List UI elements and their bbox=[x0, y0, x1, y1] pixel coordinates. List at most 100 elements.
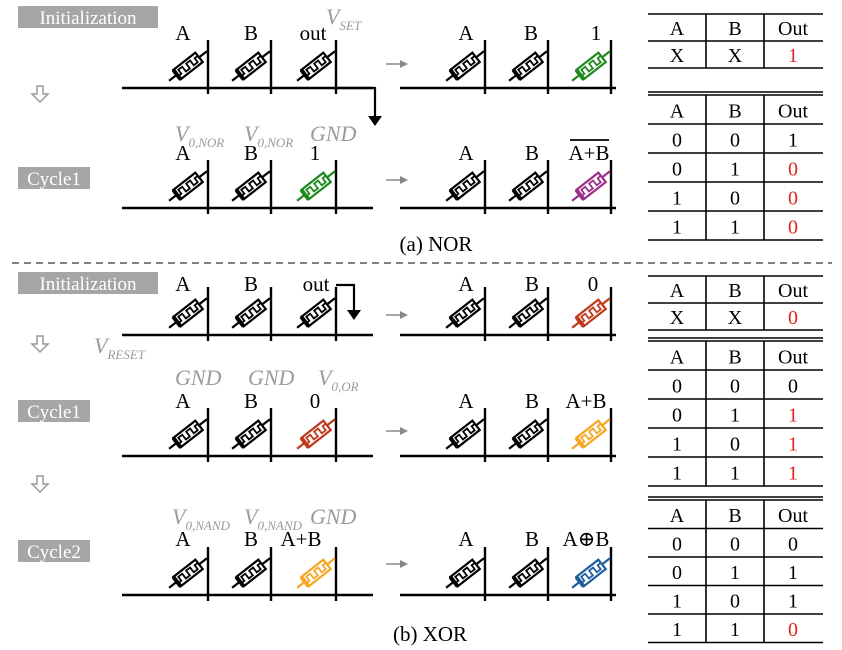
table-cell: 0 bbox=[730, 129, 740, 151]
reset-voltage-arrow bbox=[336, 283, 361, 320]
voltage-v0-or: V0,OR bbox=[318, 365, 359, 394]
memristor-icon bbox=[231, 170, 271, 202]
table-cell: 1 bbox=[672, 187, 682, 209]
nor-init-label-0: A bbox=[175, 21, 191, 45]
memristor-icon bbox=[571, 297, 611, 329]
table-cell: 0 bbox=[788, 307, 798, 329]
table-cell: 0 bbox=[672, 129, 682, 151]
voltage-gnd: GND bbox=[310, 504, 357, 529]
truth-tables: A B Out X X 1 A B Out 0 0 1 0 1 0 1 0 0 1 1 0 A B Out X X 0 A B Out 0 0… bbox=[648, 13, 823, 644]
xor-cycle1-label-1: B bbox=[244, 389, 258, 413]
table-cell: 0 bbox=[788, 158, 798, 180]
crossbar bbox=[400, 40, 616, 94]
table-xor-or: A B Out 0 0 0 0 1 1 1 0 1 1 1 1 bbox=[648, 337, 823, 487]
crossbar bbox=[400, 160, 616, 214]
table-cell: 1 bbox=[788, 433, 798, 455]
nor-cycle1-label-2: 1 bbox=[310, 141, 321, 165]
memristor-icon bbox=[571, 170, 611, 202]
memristor-icon bbox=[168, 50, 208, 82]
table-xor-truth: A B Out 0 0 0 0 1 1 1 0 1 1 1 0 bbox=[648, 496, 823, 644]
step-cycle1-xor: Cycle1 bbox=[18, 400, 90, 423]
memristor-icon bbox=[508, 50, 548, 82]
nor-init-label-1: B bbox=[244, 21, 258, 45]
step-cycle1-nor-text: Cycle1 bbox=[27, 169, 81, 190]
table-cell: 1 bbox=[730, 216, 740, 238]
table-header: Out bbox=[778, 346, 808, 368]
xor-cycle1-label-0: A bbox=[175, 389, 191, 413]
voltage-vset: VSET bbox=[326, 4, 362, 33]
table-cell: 0 bbox=[672, 375, 682, 397]
table-cell: 0 bbox=[788, 375, 798, 397]
nor-init-result-1: B bbox=[524, 21, 538, 45]
memristor-icon bbox=[445, 170, 485, 202]
table-cell: 1 bbox=[788, 45, 798, 67]
memristor-icon bbox=[296, 50, 336, 82]
crossbar bbox=[400, 547, 616, 601]
xor-cycle2-result-2: A⊕B bbox=[563, 527, 610, 551]
memristor-icon bbox=[445, 50, 485, 82]
table-cell: X bbox=[728, 307, 743, 329]
crossbar bbox=[122, 287, 373, 341]
down-arrow-icon bbox=[30, 85, 50, 104]
nor-result-a-plus-b-bar: A+B bbox=[568, 141, 609, 165]
step-cycle2-xor-text: Cycle2 bbox=[27, 542, 81, 563]
step-initialization-nor-text: Initialization bbox=[39, 8, 137, 29]
memristor-icon bbox=[296, 418, 336, 450]
memristor-icon bbox=[168, 170, 208, 202]
memristor-icon bbox=[445, 418, 485, 450]
nor-init-result-0: A bbox=[458, 21, 474, 45]
memristor-icon bbox=[168, 297, 208, 329]
crossbar bbox=[400, 287, 616, 341]
table-cell: 1 bbox=[788, 562, 798, 584]
table-cell: 0 bbox=[672, 533, 682, 555]
step-initialization-xor: Initialization bbox=[18, 272, 158, 295]
right-arrow-icon bbox=[386, 311, 408, 319]
right-arrow-icon bbox=[386, 427, 408, 435]
voltage-v0-nor: V0,NOR bbox=[175, 121, 224, 150]
crossbar bbox=[122, 408, 373, 462]
xor-cycle2-result-1: B bbox=[525, 527, 539, 551]
table-cell: 1 bbox=[730, 562, 740, 584]
table-header: Out bbox=[778, 280, 808, 302]
table-cell: X bbox=[670, 307, 685, 329]
table-header: A bbox=[670, 346, 685, 368]
step-cycle1-xor-text: Cycle1 bbox=[27, 402, 81, 423]
step-cycle1-nor: Cycle1 bbox=[18, 167, 90, 190]
voltage-vreset: VRESET bbox=[94, 333, 146, 362]
memristor-icon bbox=[296, 297, 336, 329]
table-cell: 0 bbox=[672, 158, 682, 180]
crossbar bbox=[122, 160, 373, 214]
caption-xor: (b) XOR bbox=[393, 622, 467, 646]
table-header: B bbox=[728, 346, 741, 368]
xor-init-label-1: B bbox=[244, 272, 258, 296]
right-arrow-icon bbox=[386, 560, 408, 568]
memristor-icon bbox=[296, 557, 336, 589]
memristor-icon bbox=[231, 418, 271, 450]
table-header: B bbox=[728, 18, 741, 40]
memristor-icon bbox=[168, 557, 208, 589]
xor-cycle1-label-2: 0 bbox=[310, 389, 321, 413]
table-header: B bbox=[728, 505, 741, 527]
xor-cycle1-result-0: A bbox=[458, 389, 474, 413]
xor-init-result-1: B bbox=[525, 272, 539, 296]
table-cell: 1 bbox=[788, 404, 798, 426]
xor-init-label-0: A bbox=[175, 272, 191, 296]
xor-init-result-0: A bbox=[458, 272, 474, 296]
table-cell: 1 bbox=[672, 590, 682, 612]
flow-arrows bbox=[30, 60, 408, 568]
table-cell: 1 bbox=[788, 462, 798, 484]
voltage-v0-nand: V0,NAND bbox=[172, 504, 230, 533]
table-cell: 1 bbox=[730, 462, 740, 484]
voltage-gnd: GND bbox=[248, 365, 295, 390]
table-cell: 0 bbox=[788, 619, 798, 641]
step-labels: Initialization Cycle1 Initialization Cycle1… bbox=[18, 6, 158, 563]
table-header: A bbox=[670, 100, 685, 122]
table-header: Out bbox=[778, 18, 808, 40]
memristor-icon bbox=[508, 418, 548, 450]
nor-init-label-2: out bbox=[300, 21, 327, 45]
table-cell: 1 bbox=[730, 404, 740, 426]
voltage-gnd: GND bbox=[175, 365, 222, 390]
table-cell: 1 bbox=[672, 216, 682, 238]
right-arrow-icon bbox=[386, 60, 408, 68]
